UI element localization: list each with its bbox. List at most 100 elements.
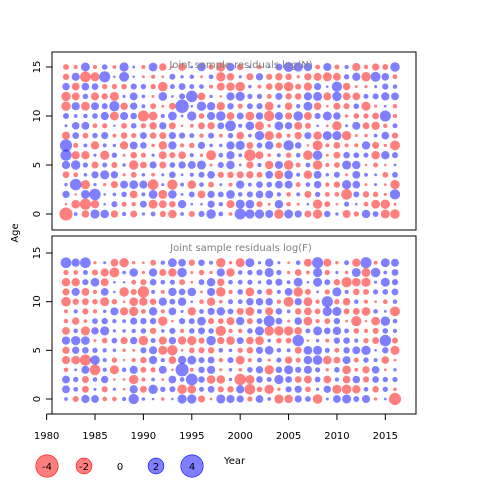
- residual-bubble: [364, 183, 368, 187]
- residual-bubble: [276, 153, 281, 158]
- legend-label: -4: [42, 462, 52, 473]
- residual-bubble: [131, 328, 136, 334]
- residual-bubble: [168, 356, 177, 364]
- legend-bubble: [35, 454, 59, 478]
- residual-bubble: [306, 144, 310, 147]
- residual-bubble: [353, 113, 360, 119]
- residual-bubble: [129, 365, 138, 374]
- residual-bubble: [71, 102, 80, 111]
- residual-bubble: [151, 172, 155, 177]
- residual-bubble: [169, 298, 176, 305]
- residual-bubble: [150, 338, 156, 344]
- residual-bubble: [137, 110, 149, 122]
- residual-bubble: [129, 160, 139, 170]
- residual-bubble: [216, 72, 226, 82]
- residual-bubble: [276, 289, 281, 294]
- residual-bubble: [80, 326, 90, 336]
- residual-bubble: [74, 193, 77, 196]
- residual-bubble: [73, 309, 78, 314]
- residual-bubble: [325, 397, 329, 401]
- residual-bubble: [236, 307, 244, 315]
- residual-bubble: [189, 172, 194, 177]
- residual-bubble: [129, 180, 139, 189]
- residual-bubble: [390, 140, 400, 151]
- residual-bubble: [216, 111, 226, 121]
- residual-bubble: [188, 210, 195, 218]
- residual-bubble: [370, 267, 381, 278]
- residual-bubble: [120, 111, 129, 121]
- residual-bubble: [90, 72, 100, 82]
- residual-bubble: [129, 268, 138, 277]
- residual-bubble: [169, 152, 176, 159]
- residual-bubble: [160, 329, 165, 333]
- residual-bubble: [333, 102, 341, 110]
- residual-bubble: [267, 397, 272, 401]
- residual-bubble: [238, 75, 242, 79]
- residual-bubble: [276, 192, 282, 197]
- residual-bubble: [254, 209, 265, 219]
- residual-bubble: [207, 200, 215, 208]
- residual-bubble: [321, 296, 333, 308]
- residual-bubble: [149, 121, 157, 130]
- residual-bubble: [188, 318, 195, 325]
- residual-bubble: [175, 363, 189, 377]
- residual-bubble: [256, 269, 263, 276]
- residual-bubble: [382, 64, 389, 70]
- residual-bubble: [62, 326, 70, 335]
- residual-bubble: [81, 365, 90, 374]
- residual-bubble: [237, 103, 243, 109]
- residual-bubble: [315, 299, 320, 304]
- residual-bubble: [389, 189, 401, 200]
- residual-bubble: [158, 345, 168, 355]
- residual-bubble: [131, 358, 136, 363]
- residual-bubble: [90, 200, 100, 209]
- residual-bubble: [160, 279, 166, 285]
- residual-bubble: [275, 73, 283, 81]
- residual-bubble: [101, 93, 108, 100]
- residual-bubble: [102, 309, 107, 314]
- residual-bubble: [325, 124, 329, 128]
- residual-bubble: [90, 277, 100, 287]
- residual-bubble: [381, 92, 390, 101]
- residual-bubble: [169, 327, 176, 335]
- residual-bubble: [382, 299, 388, 305]
- residual-bubble: [100, 170, 110, 180]
- residual-bubble: [102, 83, 108, 90]
- residual-bubble: [303, 355, 313, 365]
- residual-bubble: [247, 93, 253, 99]
- residual-bubble: [286, 309, 291, 314]
- residual-bubble: [388, 392, 402, 406]
- residual-bubble: [187, 287, 197, 297]
- residual-bubble: [324, 269, 330, 276]
- residual-bubble: [286, 192, 291, 197]
- residual-bubble: [198, 122, 205, 130]
- residual-bubble: [286, 133, 291, 138]
- residual-bubble: [352, 92, 361, 101]
- residual-bubble: [63, 64, 69, 70]
- residual-bubble: [179, 143, 185, 148]
- residual-bubble: [207, 356, 215, 364]
- residual-bubble: [141, 212, 146, 216]
- residual-bubble: [92, 289, 98, 295]
- residual-bubble: [140, 328, 147, 334]
- residual-bubble: [218, 347, 224, 353]
- residual-bubble: [372, 191, 379, 198]
- residual-bubble: [361, 307, 371, 316]
- residual-bubble: [101, 103, 108, 110]
- residual-bubble: [372, 141, 380, 149]
- residual-bubble: [179, 93, 186, 100]
- residual-bubble: [122, 270, 126, 275]
- panel-log-n: Joint sample residuals log(N) 0 5 10 15: [32, 51, 417, 231]
- residual-bubble: [216, 375, 226, 384]
- residual-bubble: [100, 297, 110, 307]
- residual-bubble: [102, 162, 108, 168]
- residual-bubble: [247, 358, 252, 363]
- residual-bubble: [295, 366, 302, 373]
- residual-bubble: [72, 298, 79, 305]
- residual-bubble: [217, 171, 224, 178]
- residual-bubble: [245, 209, 255, 219]
- residual-bubble: [168, 209, 177, 219]
- residual-bubble: [283, 326, 294, 336]
- residual-bubble: [274, 121, 284, 131]
- residual-bubble: [161, 173, 165, 177]
